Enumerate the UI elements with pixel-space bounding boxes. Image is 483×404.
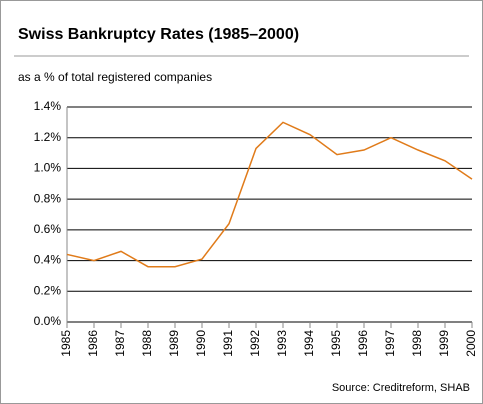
x-tick-label: 1987 [113, 330, 127, 357]
x-tick-label: 2000 [464, 330, 478, 357]
x-tick-label: 1998 [410, 330, 424, 357]
x-tick-label: 1993 [275, 330, 289, 357]
y-tick-label: 0.6% [34, 222, 62, 236]
x-tick-label: 1999 [437, 330, 451, 357]
y-tick-label: 0.0% [34, 314, 62, 328]
x-tick-label: 1996 [356, 330, 370, 357]
x-tick-label: 1995 [329, 330, 343, 357]
x-tick-label: 1985 [59, 330, 73, 357]
x-tick-label: 1990 [194, 330, 208, 357]
x-tick-label: 1988 [140, 330, 154, 357]
y-tick-label: 0.8% [34, 191, 62, 205]
x-tick-label: 1997 [383, 330, 397, 357]
y-tick-label: 0.2% [34, 283, 62, 297]
source: Source: Creditreform, SHAB [332, 382, 470, 394]
x-tick-label: 1991 [221, 330, 235, 357]
x-tick-label: 1992 [248, 330, 262, 357]
y-tick-label: 0.4% [34, 253, 62, 267]
data-line [66, 121, 473, 268]
subtitle: as a % of total registered companies [18, 70, 212, 84]
x-tick-label: 1989 [167, 330, 181, 357]
y-tick-label: 1.2% [34, 130, 62, 144]
chart-title: Swiss Bankruptcy Rates (1985–2000) [18, 26, 299, 43]
y-tick-label: 1.0% [34, 161, 62, 175]
y-tick-label: 1.4% [34, 99, 62, 113]
x-tick-label: 1986 [86, 330, 100, 357]
x-tick-label: 1994 [302, 330, 316, 357]
